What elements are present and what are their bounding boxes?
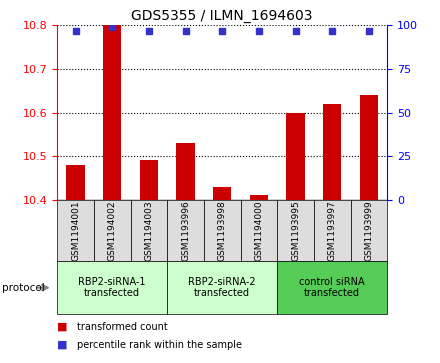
Bar [277, 261, 387, 314]
Bar [66, 165, 85, 200]
Bar [241, 200, 277, 261]
Text: GSM1193998: GSM1193998 [218, 200, 227, 261]
Bar [351, 200, 387, 261]
Bar [213, 187, 231, 200]
Text: GSM1193996: GSM1193996 [181, 200, 190, 261]
Bar [167, 200, 204, 261]
Bar [323, 104, 341, 200]
Text: GSM1193995: GSM1193995 [291, 200, 300, 261]
Bar [314, 200, 351, 261]
Text: percentile rank within the sample: percentile rank within the sample [77, 340, 242, 350]
Bar [250, 195, 268, 200]
Text: transformed count: transformed count [77, 322, 168, 332]
Bar [176, 143, 195, 200]
Text: ■: ■ [57, 322, 68, 332]
Bar [57, 261, 167, 314]
Bar [286, 113, 305, 200]
Bar [57, 200, 94, 261]
Text: GSM1193999: GSM1193999 [364, 200, 374, 261]
Bar [131, 200, 167, 261]
Text: RBP2-siRNA-1
transfected: RBP2-siRNA-1 transfected [78, 277, 146, 298]
Bar [140, 160, 158, 200]
Bar [167, 261, 277, 314]
Bar [94, 200, 131, 261]
Text: RBP2-siRNA-2
transfected: RBP2-siRNA-2 transfected [188, 277, 256, 298]
Text: GSM1194003: GSM1194003 [144, 200, 154, 261]
Text: protocol: protocol [2, 283, 45, 293]
Text: ■: ■ [57, 340, 68, 350]
Text: GSM1194000: GSM1194000 [254, 200, 264, 261]
Bar [204, 200, 241, 261]
Title: GDS5355 / ILMN_1694603: GDS5355 / ILMN_1694603 [132, 9, 313, 23]
Bar [360, 95, 378, 200]
Bar [277, 200, 314, 261]
Text: GSM1194001: GSM1194001 [71, 200, 80, 261]
Text: control siRNA
transfected: control siRNA transfected [299, 277, 365, 298]
Bar [103, 25, 121, 200]
Text: GSM1194002: GSM1194002 [108, 200, 117, 261]
Text: GSM1193997: GSM1193997 [328, 200, 337, 261]
